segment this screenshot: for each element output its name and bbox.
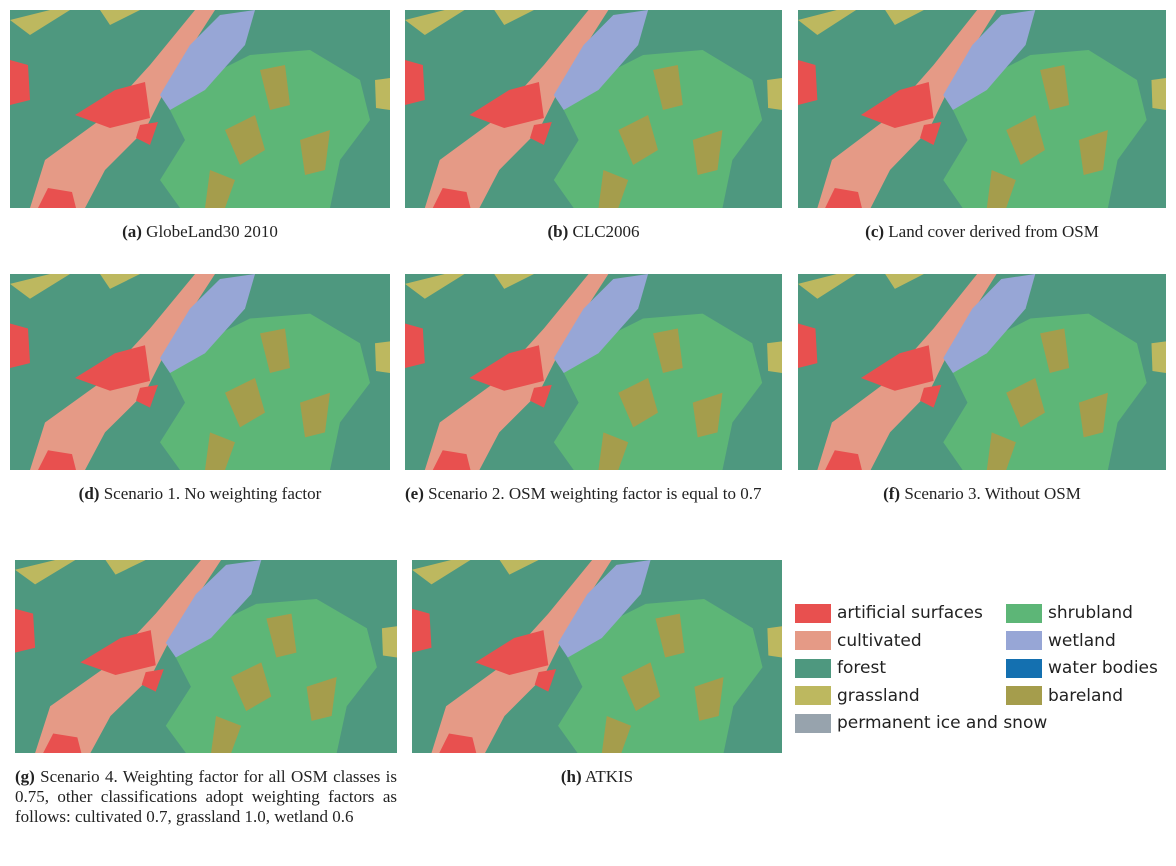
- caption-label: (f): [883, 484, 900, 503]
- legend-item: forest: [795, 658, 886, 678]
- caption-label: (h): [561, 767, 582, 786]
- map: [405, 274, 782, 470]
- panel: (a) GlobeLand30 2010: [10, 10, 390, 242]
- legend-swatch: [795, 631, 831, 650]
- caption-text: Scenario 1. No weighting factor: [104, 484, 322, 503]
- legend-swatch: [1006, 631, 1042, 650]
- legend-item: grassland: [795, 686, 920, 706]
- legend-item: permanent ice and snow: [795, 713, 1047, 733]
- legend-swatch: [1006, 604, 1042, 623]
- legend-label: water bodies: [1048, 658, 1158, 678]
- caption-label: (g): [15, 767, 35, 786]
- caption: (b) CLC2006: [405, 222, 782, 242]
- legend-item: shrubland: [1006, 603, 1133, 623]
- caption-label: (a): [122, 222, 142, 241]
- caption-text: Land cover derived from OSM: [888, 222, 1099, 241]
- legend-label: permanent ice and snow: [837, 713, 1047, 733]
- caption-text: GlobeLand30 2010: [146, 222, 278, 241]
- legend-label: bareland: [1048, 686, 1123, 706]
- map: [15, 560, 397, 753]
- caption: (c) Land cover derived from OSM: [798, 222, 1166, 242]
- panel: (f) Scenario 3. Without OSM: [798, 274, 1166, 504]
- caption-label: (d): [79, 484, 100, 503]
- legend-swatch: [795, 686, 831, 705]
- legend-label: cultivated: [837, 631, 922, 651]
- caption: (h) ATKIS: [412, 767, 782, 787]
- map: [412, 560, 782, 753]
- caption: (f) Scenario 3. Without OSM: [798, 484, 1166, 504]
- caption-text: CLC2006: [572, 222, 639, 241]
- panel: (c) Land cover derived from OSM: [798, 10, 1166, 242]
- legend-swatch: [1006, 686, 1042, 705]
- legend-item: bareland: [1006, 686, 1123, 706]
- caption-label: (b): [547, 222, 568, 241]
- caption: (e) Scenario 2. OSM weighting factor is …: [405, 484, 782, 504]
- caption: (g) Scenario 4. Weighting factor for all…: [15, 767, 397, 827]
- legend-item: artificial surfaces: [795, 603, 983, 623]
- caption: (d) Scenario 1. No weighting factor: [10, 484, 390, 504]
- legend-swatch: [1006, 659, 1042, 678]
- legend: artificial surfaces cultivated forest grass…: [795, 603, 1173, 743]
- legend-label: forest: [837, 658, 886, 678]
- map: [798, 274, 1166, 470]
- legend-item: cultivated: [795, 631, 922, 651]
- caption-text: Scenario 2. OSM weighting factor is equa…: [428, 484, 761, 503]
- caption-label: (e): [405, 484, 424, 503]
- legend-label: wetland: [1048, 631, 1116, 651]
- legend-swatch: [795, 659, 831, 678]
- legend-label: shrubland: [1048, 603, 1133, 623]
- legend-swatch: [795, 714, 831, 733]
- caption: (a) GlobeLand30 2010: [10, 222, 390, 242]
- panel: (h) ATKIS: [412, 560, 782, 787]
- page: {"panels": [ {"label": "(a)", "caption":…: [0, 0, 1176, 866]
- panel: (d) Scenario 1. No weighting factor: [10, 274, 390, 504]
- legend-label: artificial surfaces: [837, 603, 983, 623]
- caption-text: Scenario 4. Weighting factor for all OSM…: [15, 767, 397, 826]
- panel: (e) Scenario 2. OSM weighting factor is …: [405, 274, 782, 504]
- legend-label: grassland: [837, 686, 920, 706]
- map: [10, 10, 390, 208]
- panel: (g) Scenario 4. Weighting factor for all…: [15, 560, 397, 827]
- map: [10, 274, 390, 470]
- caption-text: ATKIS: [585, 767, 633, 786]
- caption-label: (c): [865, 222, 884, 241]
- legend-item: wetland: [1006, 631, 1116, 651]
- legend-item: water bodies: [1006, 658, 1158, 678]
- caption-text: Scenario 3. Without OSM: [904, 484, 1081, 503]
- panel: (b) CLC2006: [405, 10, 782, 242]
- map: [798, 10, 1166, 208]
- legend-swatch: [795, 604, 831, 623]
- map: [405, 10, 782, 208]
